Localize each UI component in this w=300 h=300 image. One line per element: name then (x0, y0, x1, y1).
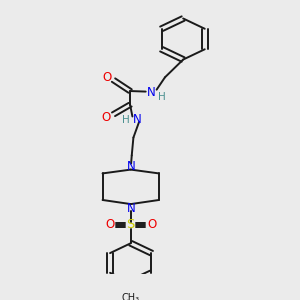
Text: N: N (133, 113, 141, 126)
Text: H: H (158, 92, 166, 102)
Text: CH₃: CH₃ (122, 293, 140, 300)
Text: H: H (122, 115, 130, 125)
Text: N: N (126, 160, 135, 173)
Text: N: N (126, 202, 135, 215)
Text: O: O (147, 218, 156, 231)
Text: O: O (102, 71, 112, 84)
Text: S: S (127, 218, 135, 231)
Text: O: O (105, 218, 115, 231)
Text: O: O (102, 111, 111, 124)
Text: N: N (147, 86, 156, 99)
